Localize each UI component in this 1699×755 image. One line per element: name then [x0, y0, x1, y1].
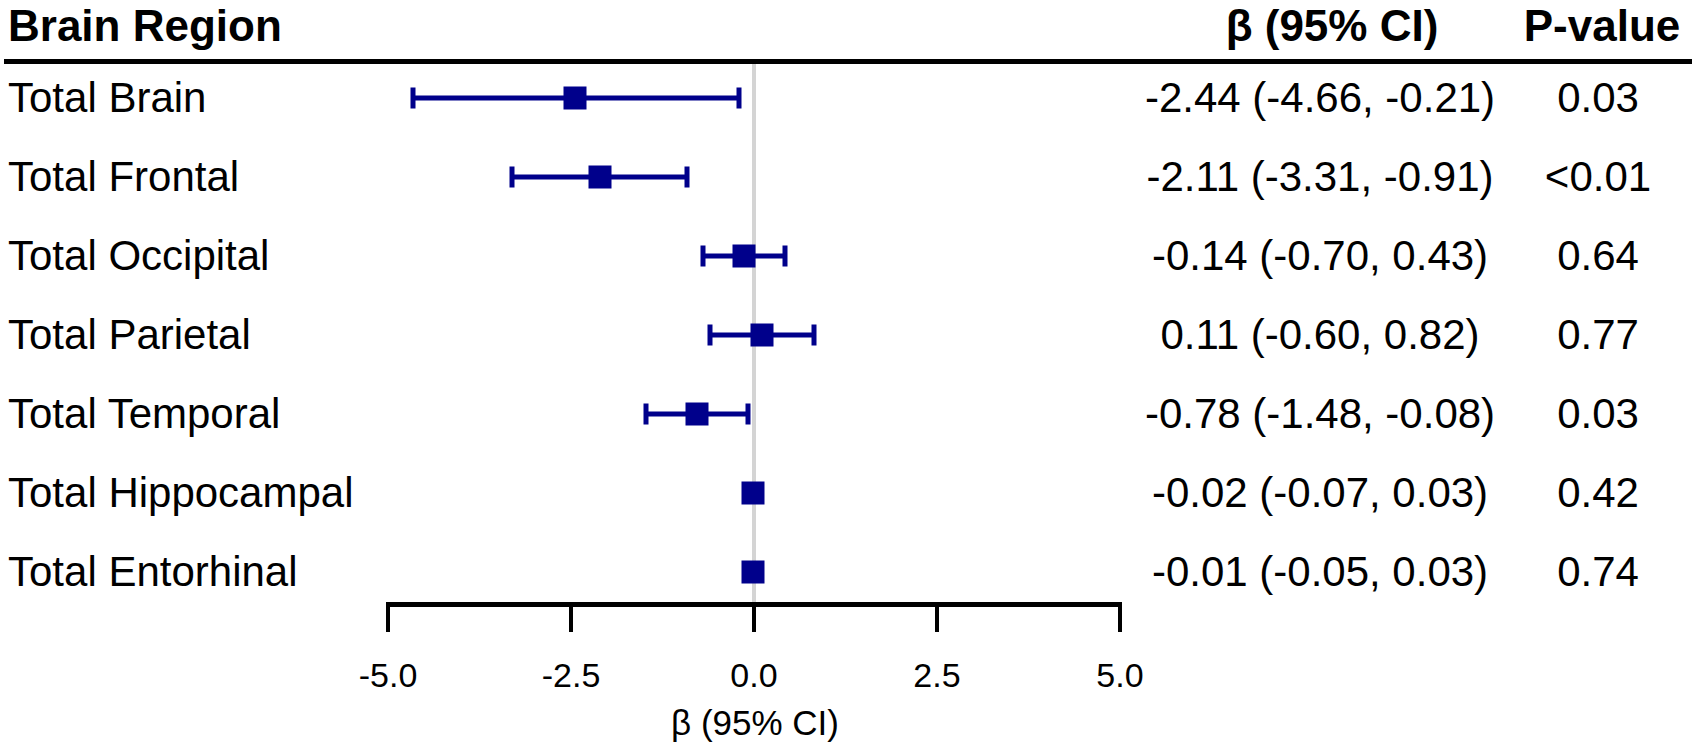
x-axis-tick	[569, 605, 573, 632]
ci-cap-left	[700, 245, 705, 266]
row-label: Total Hippocampal	[8, 469, 354, 517]
ci-cap-right	[746, 403, 751, 424]
header-divider-line	[4, 59, 1692, 64]
beta-ci-value: -2.11 (-3.31, -0.91)	[1146, 153, 1493, 201]
p-value: 0.64	[1557, 232, 1639, 280]
beta-ci-value: -0.01 (-0.05, 0.03)	[1152, 548, 1488, 596]
beta-ci-value: 0.11 (-0.60, 0.82)	[1160, 311, 1479, 359]
ci-cap-right	[783, 245, 788, 266]
x-axis-title: β (95% CI)	[671, 703, 839, 743]
x-axis-tick	[1118, 605, 1122, 632]
beta-marker	[751, 323, 774, 346]
p-value: <0.01	[1545, 153, 1651, 201]
ci-cap-right	[736, 87, 741, 108]
beta-marker	[732, 244, 755, 267]
row-label: Total Temporal	[8, 390, 280, 438]
beta-ci-value: -0.02 (-0.07, 0.03)	[1152, 469, 1488, 517]
x-axis-tick	[386, 605, 390, 632]
beta-ci-value: -0.78 (-1.48, -0.08)	[1145, 390, 1495, 438]
p-value: 0.77	[1557, 311, 1639, 359]
ci-cap-right	[685, 166, 690, 187]
column-header-brain-region: Brain Region	[8, 1, 282, 51]
x-axis-tick-label: -5.0	[359, 656, 418, 695]
ci-cap-left	[643, 403, 648, 424]
ci-cap-right	[812, 324, 817, 345]
p-value: 0.03	[1557, 74, 1639, 122]
x-axis-tick	[752, 605, 756, 632]
beta-ci-value: -2.44 (-4.66, -0.21)	[1145, 74, 1495, 122]
column-header-beta-ci: β (95% CI)	[1226, 1, 1439, 51]
row-label: Total Parietal	[8, 311, 251, 359]
p-value: 0.42	[1557, 469, 1639, 517]
ci-cap-left	[708, 324, 713, 345]
row-label: Total Entorhinal	[8, 548, 298, 596]
forest-plot: Brain Region β (95% CI) P-value Total Br…	[0, 0, 1699, 755]
row-label: Total Brain	[8, 74, 206, 122]
x-axis-tick-label: 0.0	[730, 656, 777, 695]
beta-marker	[685, 402, 708, 425]
row-label: Total Frontal	[8, 153, 239, 201]
x-axis-tick	[935, 605, 939, 632]
beta-marker	[564, 86, 587, 109]
p-value: 0.03	[1557, 390, 1639, 438]
x-axis-tick-label: 5.0	[1096, 656, 1143, 695]
row-label: Total Occipital	[8, 232, 269, 280]
beta-ci-value: -0.14 (-0.70, 0.43)	[1152, 232, 1488, 280]
x-axis-tick-label: 2.5	[913, 656, 960, 695]
column-header-p-value: P-value	[1524, 1, 1681, 51]
p-value: 0.74	[1557, 548, 1639, 596]
beta-marker	[588, 165, 611, 188]
beta-marker	[742, 560, 765, 583]
ci-cap-left	[410, 87, 415, 108]
ci-cap-left	[509, 166, 514, 187]
x-axis-tick-label: -2.5	[542, 656, 601, 695]
beta-marker	[741, 481, 764, 504]
